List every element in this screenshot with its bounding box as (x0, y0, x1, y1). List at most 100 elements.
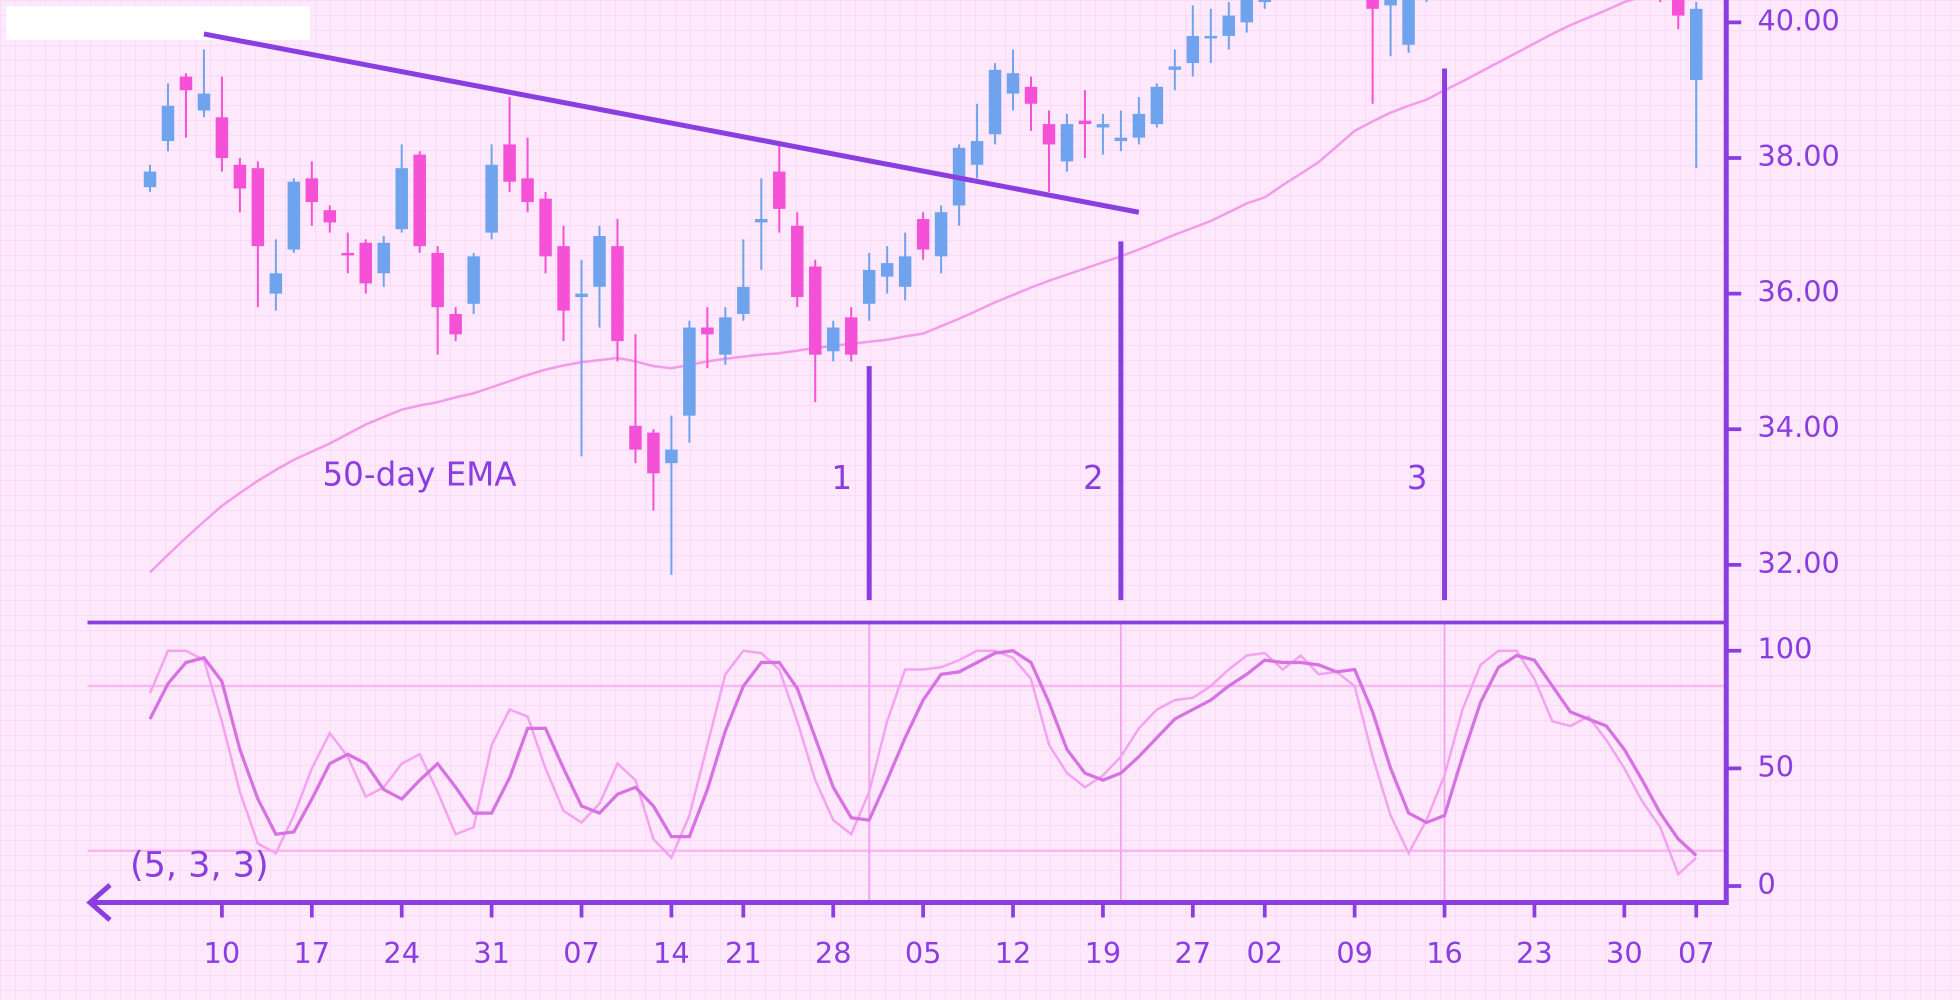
marker-label: 2 (1083, 459, 1104, 497)
candle-body (916, 219, 930, 250)
x-tick-label: 16 (1426, 936, 1463, 970)
candle-body (970, 141, 984, 165)
trendline (203, 31, 1140, 215)
candle-body (862, 269, 876, 304)
x-tick-label: 17 (294, 936, 331, 970)
candle-body (1672, 0, 1685, 16)
candle-body (1384, 0, 1397, 6)
candle-body (988, 69, 1002, 135)
marker-label: 3 (1407, 459, 1428, 497)
ema-line (149, 0, 1636, 574)
candle-body (683, 327, 696, 416)
x-tick-label: 30 (1606, 936, 1643, 970)
candle-body (395, 168, 408, 230)
x-tick-label: 05 (905, 936, 942, 970)
candle-body (773, 171, 786, 209)
candle-body (826, 327, 840, 352)
candle-body (539, 198, 552, 257)
candle-body (269, 273, 283, 294)
candle-body (233, 164, 247, 189)
candle-body (791, 225, 804, 298)
ema-label: 50-day EMA (323, 455, 517, 493)
candle-body (1204, 35, 1218, 39)
candle-body (197, 93, 211, 111)
candle-body (665, 449, 678, 464)
candle-body (934, 212, 948, 257)
x-tick-label: 14 (653, 936, 690, 970)
candle-body (179, 76, 193, 91)
candle-body (629, 425, 642, 450)
x-tick-label: 19 (1085, 936, 1122, 970)
candle-body (413, 154, 426, 247)
redacted-box (6, 6, 310, 40)
y-tick-label: 34.00 (1758, 410, 1840, 444)
stoch-d-line (148, 649, 1698, 857)
candle-body (1114, 137, 1128, 142)
candle-body (467, 256, 480, 304)
candle-body (485, 164, 498, 233)
x-tick-label: 21 (725, 936, 762, 970)
candle-body (647, 432, 660, 474)
y-tick-label: 36.00 (1758, 275, 1840, 309)
candle-body (611, 246, 624, 342)
candle-body (719, 317, 732, 355)
y2-tick-label: 100 (1758, 632, 1813, 666)
y-tick-label: 40.00 (1758, 3, 1840, 37)
x-tick-label: 12 (995, 936, 1032, 970)
x-tick-label: 27 (1175, 936, 1212, 970)
y2-tick-label: 50 (1758, 749, 1795, 783)
y-tick-label: 38.00 (1758, 139, 1840, 173)
y2-tick-label: 0 (1758, 867, 1776, 901)
stochastic-pane (87, 622, 1727, 903)
candle-body (1366, 0, 1379, 9)
x-tick-label: 09 (1336, 936, 1373, 970)
candle-body (1078, 120, 1092, 125)
candle-body (737, 286, 750, 314)
x-tick-label: 07 (563, 936, 600, 970)
candle-body (521, 178, 534, 203)
candle-body (341, 252, 355, 256)
x-tick-label: 24 (383, 936, 420, 970)
candle-body (575, 293, 588, 298)
candle-body (287, 181, 301, 250)
candle-body (1186, 35, 1200, 64)
stoch-k-line (148, 649, 1698, 877)
candle-body (808, 266, 822, 355)
candle-body (557, 246, 570, 311)
x-tick-label: 07 (1678, 936, 1715, 970)
x-tick-label: 31 (473, 936, 510, 970)
candle-body (1006, 73, 1020, 94)
candle-body (880, 263, 894, 277)
candle-body (449, 313, 462, 335)
candle-body (593, 235, 606, 287)
candle-body (143, 171, 157, 188)
candle-body (1060, 124, 1074, 162)
candle-body (215, 117, 229, 158)
candle-body (898, 256, 912, 287)
y-tick-label: 32.00 (1758, 546, 1840, 580)
candle-body (1258, 0, 1271, 3)
candle-body (1024, 86, 1038, 104)
candle-body (161, 105, 175, 142)
candle-body (1132, 113, 1146, 138)
candle-body (323, 210, 337, 223)
candle-body (701, 327, 714, 335)
x-tick-label: 10 (204, 936, 241, 970)
x-tick-label: 02 (1246, 936, 1283, 970)
candle-body (503, 144, 516, 182)
stochastic-label: (5, 3, 3) (130, 845, 269, 885)
candle-body (844, 317, 858, 355)
candle-body (1690, 8, 1703, 81)
candle-body (377, 242, 390, 274)
candle-body (1150, 86, 1164, 125)
candle-body (251, 168, 265, 247)
candle-body (305, 178, 319, 203)
candle-body (1240, 0, 1254, 23)
candle-body (1042, 124, 1056, 145)
candle-body (1222, 15, 1236, 36)
candle-body (1096, 124, 1110, 128)
